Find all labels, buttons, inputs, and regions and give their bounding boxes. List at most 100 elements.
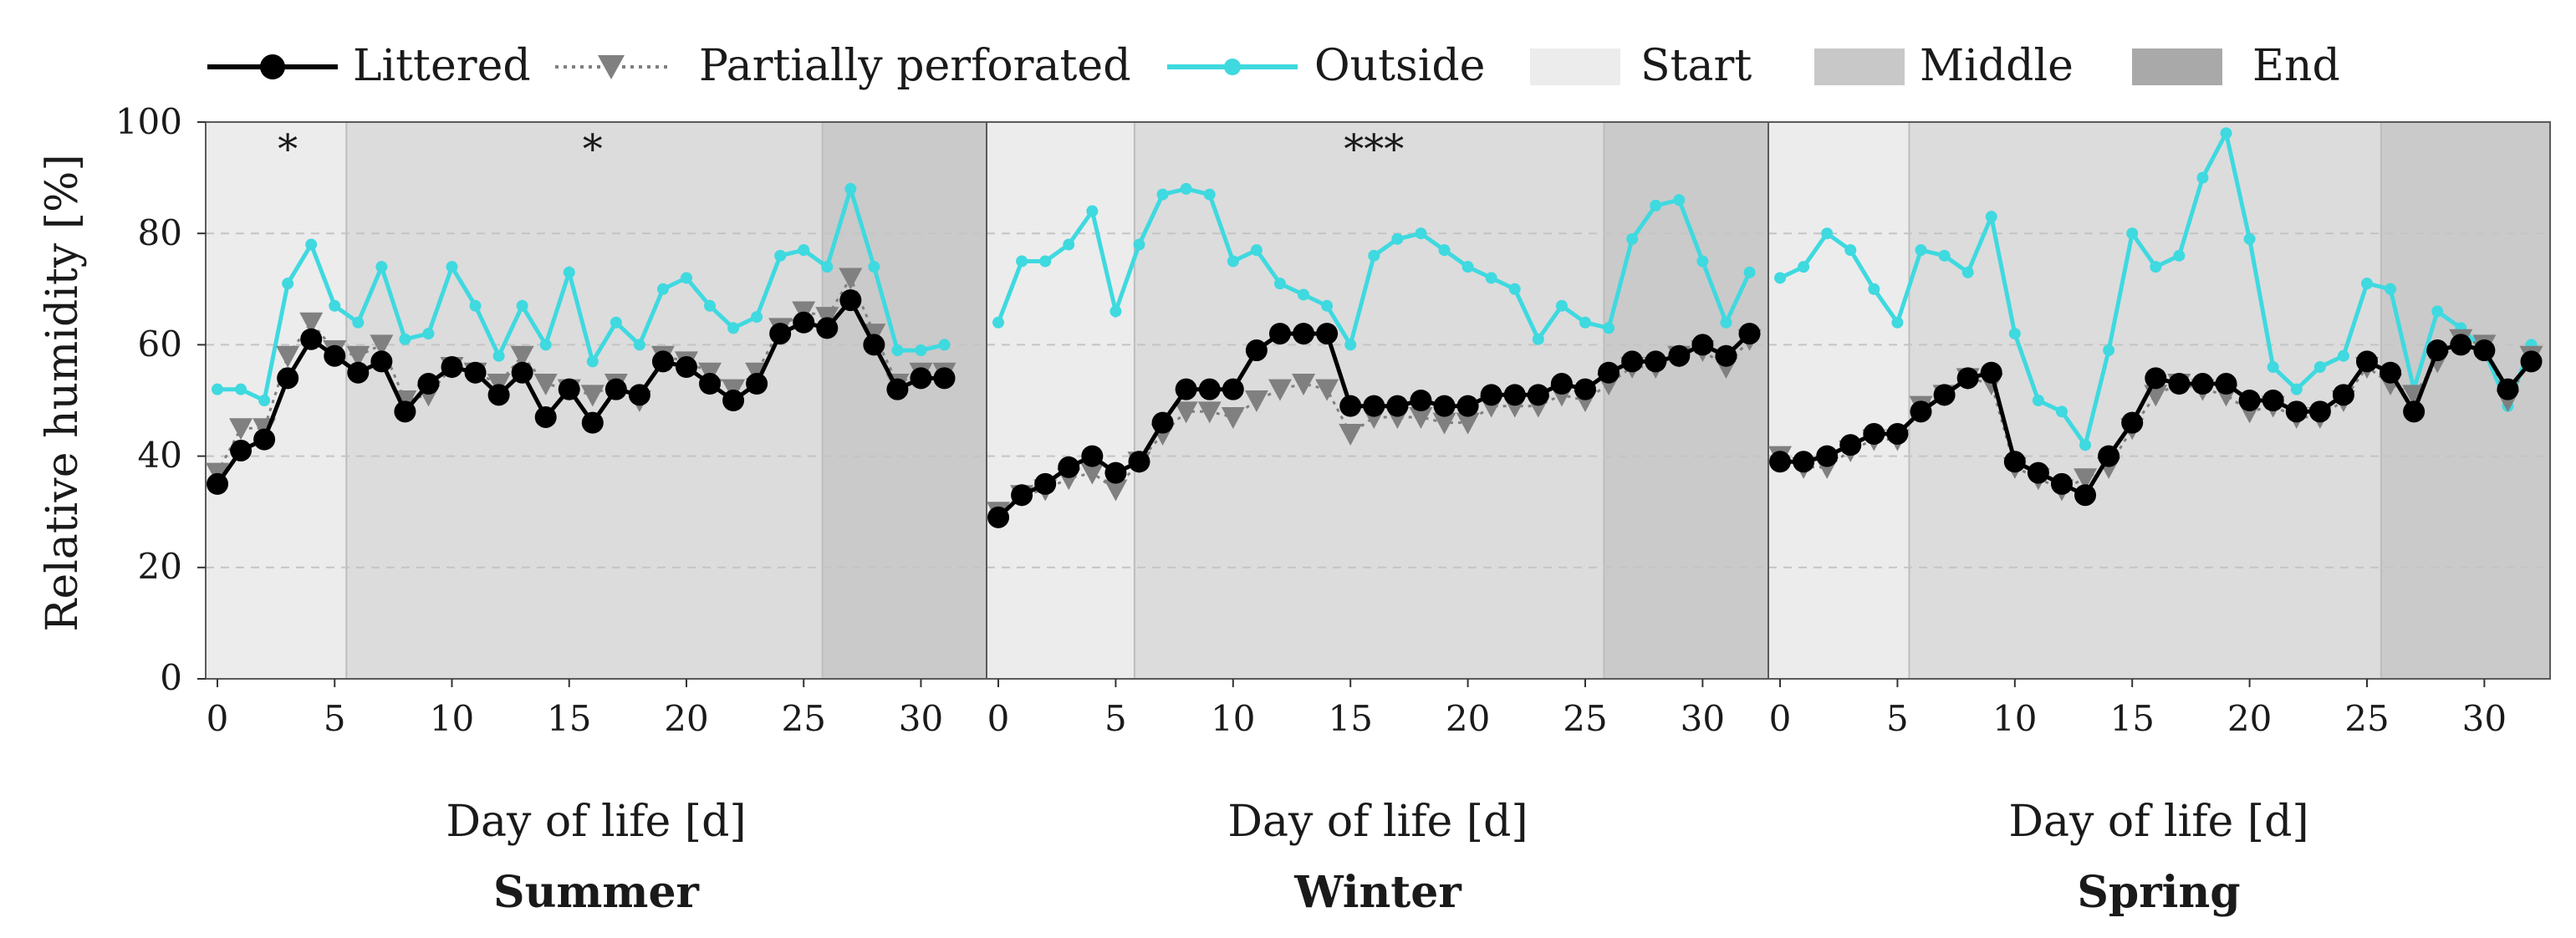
data-point-littered bbox=[1933, 384, 1956, 406]
x-tick-label: 15 bbox=[2109, 698, 2154, 739]
data-point-outside bbox=[1774, 272, 1787, 284]
data-point-littered bbox=[2191, 373, 2214, 395]
data-point-littered bbox=[1293, 323, 1315, 345]
data-point-outside bbox=[891, 344, 904, 357]
significance-annotation: * bbox=[583, 126, 603, 173]
data-point-outside bbox=[1603, 322, 1615, 334]
data-point-littered bbox=[1316, 323, 1339, 345]
data-point-littered bbox=[1104, 461, 1127, 484]
data-point-outside bbox=[1915, 244, 1927, 257]
x-tick-label: 10 bbox=[1211, 698, 1255, 739]
data-point-littered bbox=[2497, 378, 2519, 400]
y-tick-labels: 0 20 40 60 80 100 bbox=[115, 101, 182, 698]
data-point-littered bbox=[2003, 451, 2026, 473]
data-point-outside bbox=[1298, 288, 1310, 301]
data-point-perforated bbox=[346, 345, 370, 368]
data-point-littered bbox=[1980, 361, 2002, 384]
data-point-littered bbox=[1550, 373, 1573, 395]
data-point-outside bbox=[1720, 316, 1732, 329]
data-point-littered bbox=[230, 439, 252, 461]
data-point-outside bbox=[282, 278, 294, 290]
data-point-littered bbox=[1645, 350, 1667, 373]
data-point-perforated bbox=[1268, 379, 1292, 401]
data-point-outside bbox=[1391, 232, 1404, 245]
data-point-littered bbox=[464, 361, 487, 384]
data-point-outside bbox=[727, 322, 740, 334]
data-point-littered bbox=[746, 373, 768, 395]
y-tick-label: 40 bbox=[138, 435, 182, 476]
panel-title-spring: Spring bbox=[2077, 867, 2240, 918]
data-point-littered bbox=[1410, 390, 1432, 411]
panel-spring: 0 5 10 15 20 25 30 bbox=[1767, 121, 2551, 739]
data-point-littered bbox=[2403, 400, 2426, 423]
data-point-littered bbox=[675, 356, 697, 379]
phase-band-start bbox=[206, 122, 347, 679]
data-point-outside bbox=[1650, 199, 1662, 212]
data-point-littered bbox=[2355, 350, 2378, 373]
data-point-outside bbox=[329, 299, 341, 312]
data-point-outside bbox=[1985, 211, 1997, 223]
data-point-littered bbox=[2332, 384, 2354, 406]
data-point-outside bbox=[469, 299, 482, 312]
data-point-littered bbox=[1910, 400, 1932, 423]
data-point-outside bbox=[539, 339, 552, 351]
data-point-outside bbox=[212, 383, 224, 395]
data-point-outside bbox=[774, 249, 787, 262]
data-point-outside bbox=[375, 261, 388, 273]
data-point-perforated bbox=[1432, 412, 1456, 435]
data-point-littered bbox=[2450, 334, 2472, 356]
x-tick-label: 10 bbox=[430, 698, 474, 739]
data-point-littered bbox=[558, 378, 580, 400]
data-point-littered bbox=[347, 361, 370, 384]
data-point-perforated bbox=[370, 334, 394, 357]
data-point-outside bbox=[1180, 182, 1192, 195]
data-point-perforated bbox=[2402, 385, 2426, 407]
y-tick-label: 20 bbox=[138, 546, 182, 587]
data-point-outside bbox=[2431, 305, 2444, 318]
data-point-outside bbox=[2032, 395, 2044, 406]
data-point-outside bbox=[1673, 194, 1686, 206]
x-tick-label: 30 bbox=[2462, 698, 2507, 739]
x-tick-label: 15 bbox=[1328, 698, 1372, 739]
legend-outside-label: Outside bbox=[1314, 41, 1485, 91]
data-point-littered bbox=[1339, 395, 1362, 417]
data-point-outside bbox=[1485, 272, 1497, 284]
data-point-outside bbox=[915, 344, 927, 357]
data-point-perforated bbox=[510, 345, 534, 368]
data-point-outside bbox=[2290, 383, 2303, 395]
x-tick-label: 5 bbox=[1104, 698, 1127, 739]
data-point-littered bbox=[651, 350, 674, 373]
legend-outside-marker bbox=[1224, 59, 1241, 75]
data-point-littered bbox=[370, 350, 393, 373]
data-point-outside bbox=[2150, 261, 2162, 273]
data-point-littered bbox=[1598, 361, 1620, 384]
data-point-littered bbox=[324, 344, 346, 367]
data-point-littered bbox=[1058, 456, 1080, 478]
data-point-outside bbox=[1508, 283, 1521, 295]
data-point-littered bbox=[2380, 361, 2402, 384]
data-point-outside bbox=[2313, 361, 2326, 374]
data-point-littered bbox=[1175, 378, 1197, 400]
data-point-littered bbox=[628, 384, 650, 406]
data-point-littered bbox=[2285, 400, 2308, 423]
data-point-outside bbox=[399, 333, 411, 345]
data-point-littered bbox=[1863, 422, 1885, 445]
data-point-outside bbox=[821, 261, 834, 273]
data-point-outside bbox=[516, 299, 528, 312]
data-point-outside bbox=[992, 316, 1005, 329]
phase-band-start bbox=[987, 122, 1135, 679]
data-point-outside bbox=[352, 316, 365, 329]
x-tick-label: 0 bbox=[987, 698, 1010, 739]
data-point-littered bbox=[1363, 395, 1385, 417]
data-point-outside bbox=[1579, 316, 1591, 329]
data-point-outside bbox=[2243, 232, 2256, 245]
data-point-littered bbox=[2145, 367, 2167, 390]
data-point-outside bbox=[680, 272, 692, 284]
data-point-littered bbox=[534, 405, 557, 428]
data-point-outside bbox=[1250, 244, 1262, 257]
data-point-littered bbox=[1839, 434, 1862, 456]
panel-summer: 0 5 10 15 20 25 30 * * bbox=[197, 121, 987, 739]
data-point-littered bbox=[1621, 350, 1644, 373]
x-tick-label: 20 bbox=[664, 698, 708, 739]
data-point-littered bbox=[1715, 344, 1737, 367]
